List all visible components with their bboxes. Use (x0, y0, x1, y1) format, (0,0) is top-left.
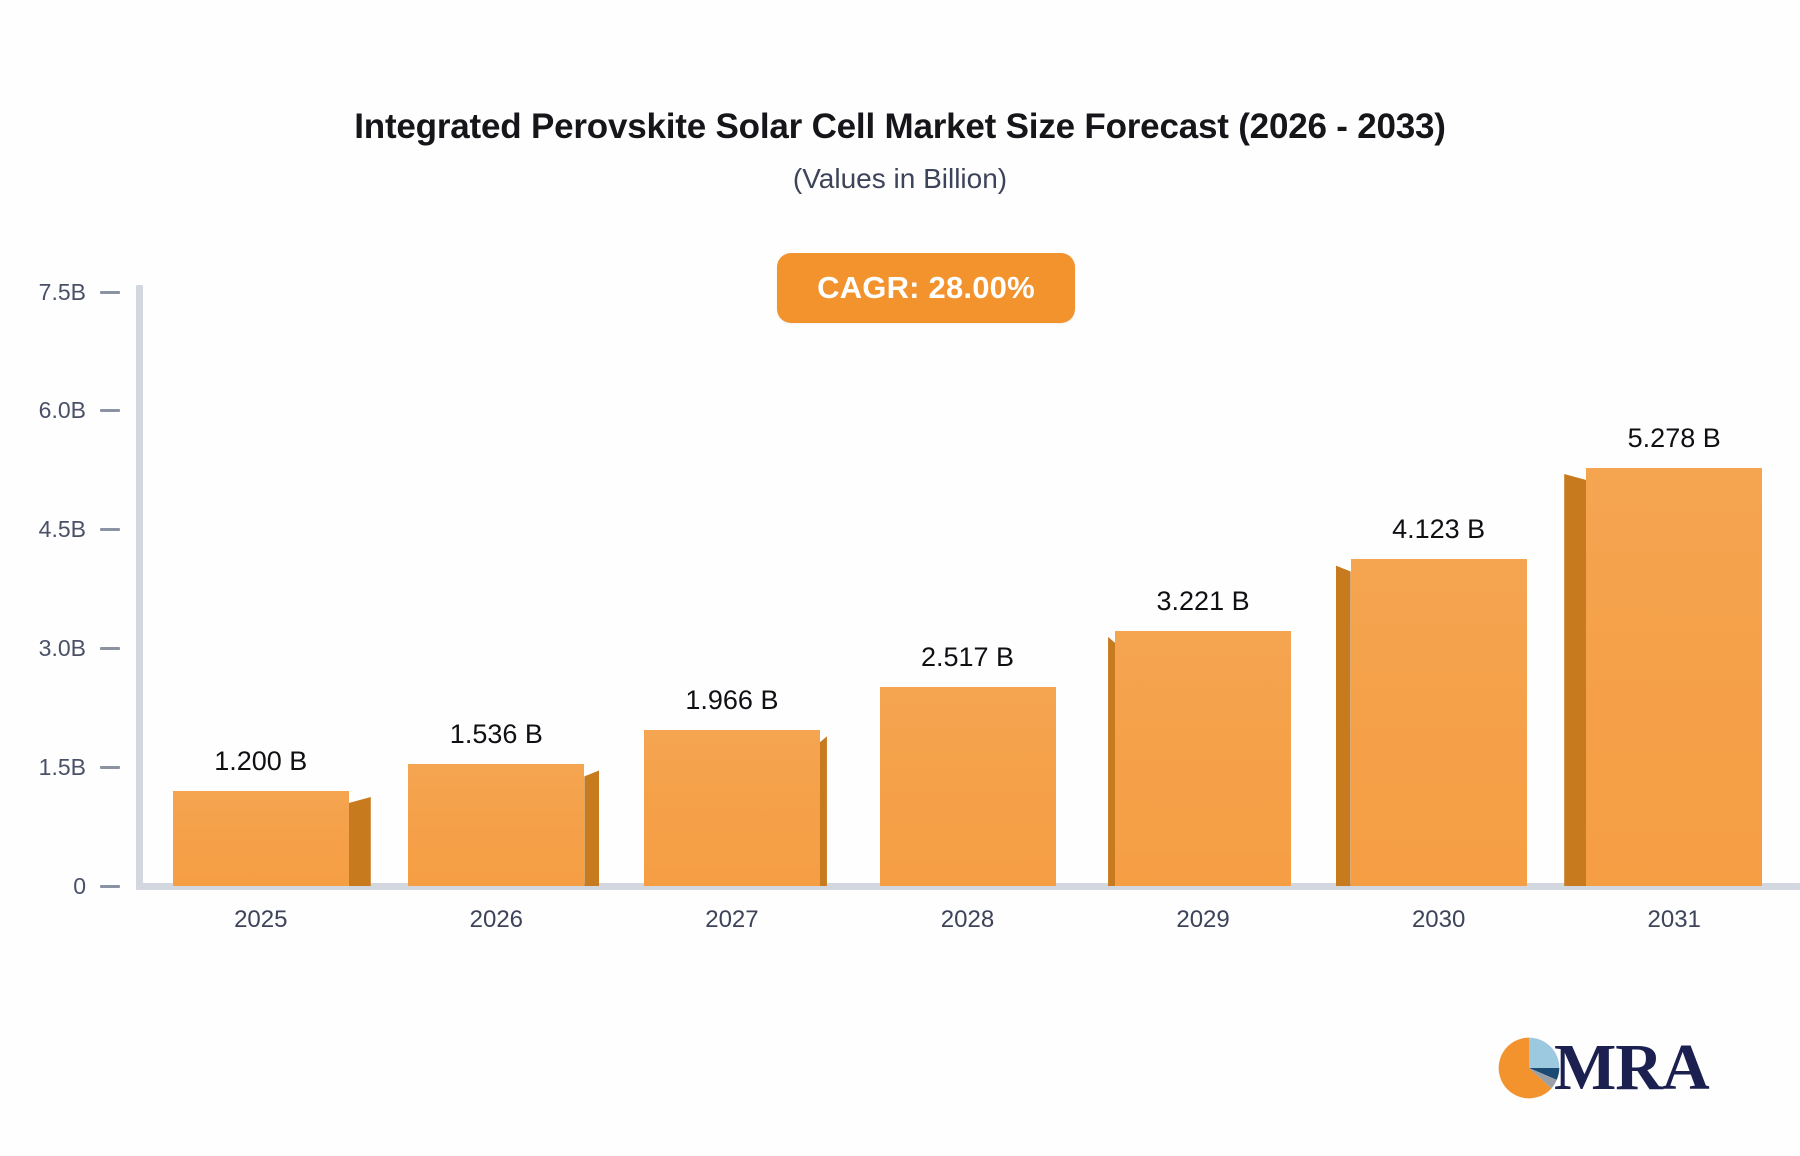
bar: 5.278 B (0, 408, 1800, 886)
y-axis-tick-label: 3.0B (38, 634, 86, 661)
y-axis-tick-label: 0 (73, 872, 86, 899)
pie-chart-icon (1498, 1037, 1560, 1099)
bar: 1.966 B (0, 670, 1800, 886)
bar-side-face (819, 736, 827, 886)
y-axis-tick-mark (100, 646, 120, 650)
y-axis-tick-label: 6.0B (38, 397, 86, 424)
bar: 1.536 B (0, 704, 1800, 886)
logo-text: MRA (1554, 1031, 1710, 1104)
y-axis-line (136, 285, 143, 886)
bar: 2.517 B (0, 627, 1800, 886)
x-axis-tick-label: 2028 (940, 906, 995, 933)
chart-subtitle: (Values in Billion) (792, 163, 1008, 194)
bar: 1.200 B (0, 731, 1800, 886)
bar-front-face (1350, 559, 1527, 886)
x-axis-tick-label: 2030 (1411, 906, 1466, 933)
bar-front-face (172, 790, 349, 886)
bar-front-face (1115, 630, 1292, 886)
y-axis-tick-mark (100, 409, 120, 413)
bar-side-face (1108, 636, 1116, 886)
bar-value-label: 5.278 B (1627, 422, 1721, 453)
bar-side-face (1564, 473, 1587, 886)
y-axis-tick-mark (100, 528, 120, 532)
mra-logo: MRA (1496, 1027, 1714, 1109)
bar-side-face (1335, 565, 1351, 886)
bar-value-label: 3.221 B (1156, 585, 1250, 616)
page-title: Integrated Perovskite Solar Cell Market … (354, 107, 1446, 146)
bar-front-face (879, 686, 1056, 886)
y-axis-tick-mark (100, 765, 120, 769)
y-axis-tick-label: 1.5B (38, 753, 86, 780)
bar-side-face (584, 770, 600, 886)
bar: 4.123 B (0, 499, 1800, 886)
bar-front-face (408, 764, 585, 886)
bar-front-face (1586, 467, 1763, 886)
bar-value-label: 1.536 B (449, 719, 543, 750)
bar-value-label: 4.123 B (1392, 514, 1486, 545)
y-axis-tick-label: 4.5B (38, 516, 86, 543)
bar: 3.221 B (0, 571, 1800, 886)
bar-value-label: 2.517 B (920, 641, 1015, 672)
x-axis-tick-label: 2027 (705, 906, 759, 933)
cagr-badge-label: CAGR: 28.00% (817, 270, 1035, 305)
bar-value-label: 1.966 B (685, 685, 779, 716)
cagr-badge: CAGR: 28.00% (777, 253, 1075, 323)
y-axis-tick-label: 7.5B (38, 278, 86, 305)
x-axis-tick-label: 2031 (1647, 906, 1701, 933)
bar-front-face (643, 730, 820, 886)
x-axis-tick-label: 2026 (469, 906, 524, 933)
y-axis-tick-mark (100, 884, 120, 888)
x-axis-line (136, 883, 1800, 890)
bar-side-face (348, 796, 371, 886)
x-axis-tick-label: 2025 (234, 906, 288, 933)
y-axis-tick-mark (100, 290, 120, 294)
bar-value-label: 1.200 B (214, 745, 308, 776)
chart-title-block: Integrated Perovskite Solar Cell Market … (0, 106, 1800, 196)
x-axis-tick-label: 2029 (1176, 906, 1230, 933)
